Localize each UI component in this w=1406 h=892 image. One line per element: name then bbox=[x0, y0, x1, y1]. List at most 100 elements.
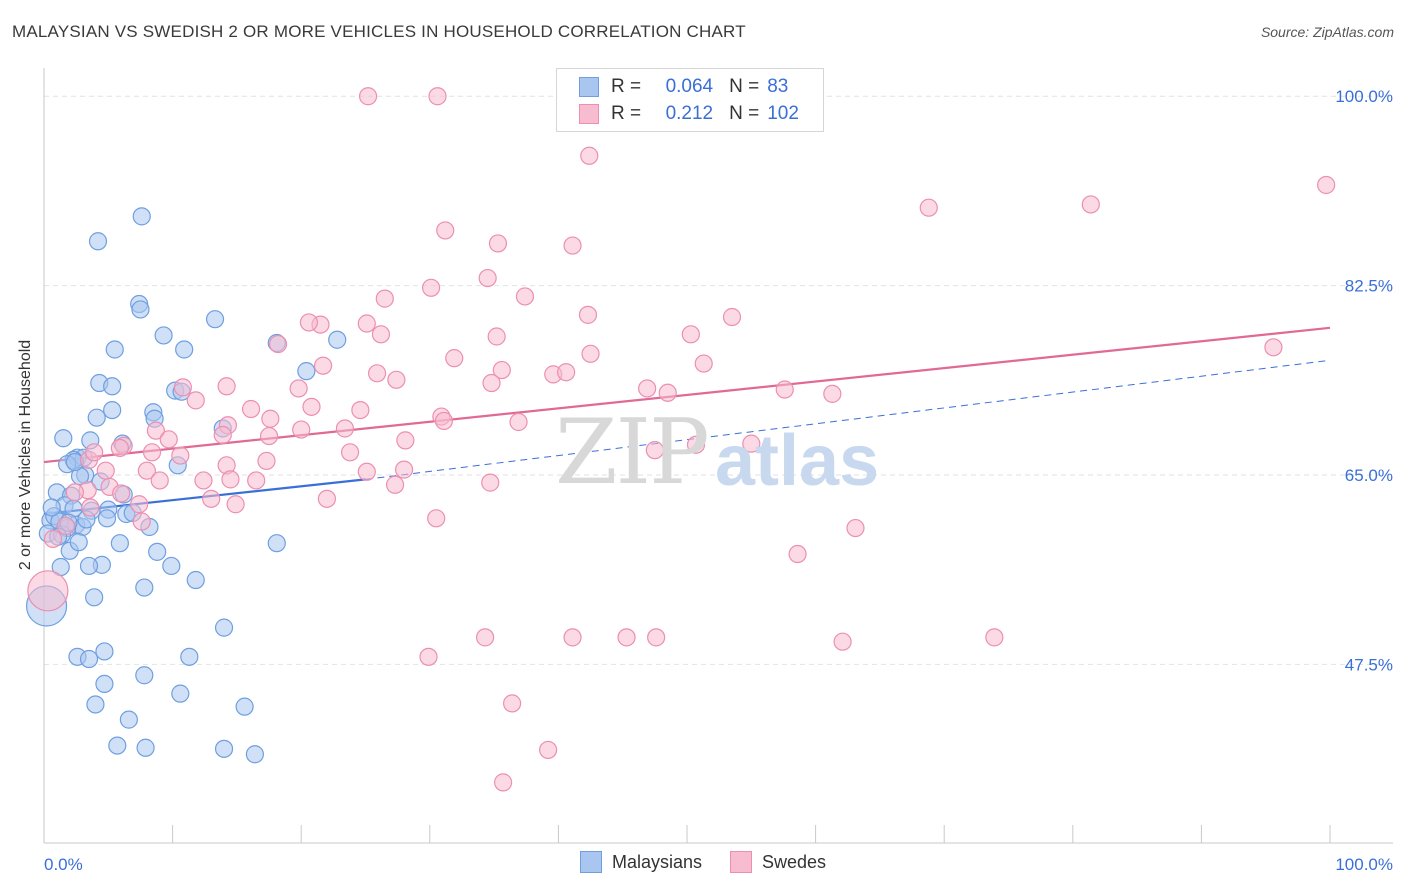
data-point-swedes bbox=[647, 628, 666, 647]
legend-row-malaysians: R = 0.064 N = 83 bbox=[579, 75, 788, 99]
data-point-malaysians bbox=[205, 310, 225, 329]
legend-item-malaysians[interactable]: Malaysians bbox=[579, 851, 702, 873]
data-point-malaysians bbox=[79, 649, 99, 669]
tick-labels: 47.5% 65.0% 82.5% 100.0% 0.0% 100.0% bbox=[44, 87, 1393, 874]
trendline-swedes bbox=[43, 326, 1331, 464]
data-point-swedes bbox=[1081, 195, 1100, 214]
data-point-swedes bbox=[487, 327, 506, 346]
data-point-malaysians bbox=[214, 739, 234, 758]
data-point-swedes bbox=[43, 529, 63, 548]
data-point-swedes bbox=[823, 384, 842, 403]
data-point-swedes bbox=[146, 421, 165, 440]
data-point-swedes bbox=[268, 334, 288, 354]
data-point-swedes bbox=[226, 495, 245, 514]
axes bbox=[43, 68, 1393, 844]
legend-item-swedes[interactable]: Swedes bbox=[730, 851, 826, 873]
data-point-swedes bbox=[299, 313, 319, 332]
data-point-swedes bbox=[775, 380, 794, 399]
data-point-swedes bbox=[112, 484, 131, 503]
data-point-swedes bbox=[515, 287, 535, 306]
data-point-malaysians bbox=[95, 642, 114, 661]
data-point-swedes bbox=[385, 475, 405, 494]
data-point-malaysians bbox=[103, 377, 122, 396]
data-point-malaysians bbox=[69, 533, 88, 552]
data-point-swedes bbox=[130, 495, 149, 514]
data-point-swedes bbox=[357, 462, 376, 481]
gridlines bbox=[44, 95, 1393, 665]
data-point-swedes bbox=[434, 411, 454, 431]
data-point-swedes bbox=[1264, 338, 1283, 357]
data-point-swedes bbox=[985, 628, 1004, 647]
data-point-swedes bbox=[494, 773, 513, 792]
data-point-swedes bbox=[503, 694, 522, 713]
trendline-malaysians-extended bbox=[365, 359, 1331, 480]
series-legend: Malaysians Swedes bbox=[0, 851, 1406, 873]
data-point-malaysians bbox=[131, 300, 150, 319]
y-axis-title: 2 or more Vehicles in Household bbox=[17, 339, 34, 571]
data-point-malaysians bbox=[132, 207, 151, 226]
data-point-swedes bbox=[335, 419, 355, 438]
data-point-malaysians bbox=[105, 340, 124, 359]
data-point-swedes bbox=[292, 420, 311, 439]
data-point-swedes bbox=[387, 370, 406, 389]
data-point-swedes bbox=[313, 356, 333, 375]
data-point-swedes bbox=[436, 221, 455, 240]
data-point-malaysians bbox=[79, 556, 99, 576]
data-point-swedes bbox=[509, 412, 528, 432]
data-point-malaysians bbox=[88, 232, 108, 251]
data-point-swedes bbox=[638, 379, 657, 398]
data-point-swedes bbox=[257, 451, 276, 471]
data-point-swedes bbox=[371, 325, 391, 344]
data-point-swedes bbox=[186, 391, 205, 410]
data-point-swedes bbox=[56, 516, 75, 535]
data-point-malaysians bbox=[136, 738, 155, 757]
chart-title: MALAYSIAN VS SWEDISH 2 OR MORE VEHICLES … bbox=[12, 22, 746, 41]
data-point-swedes bbox=[396, 431, 415, 450]
data-point-swedes bbox=[221, 470, 240, 489]
legend-r-label: R = bbox=[611, 76, 642, 97]
data-point-swedes bbox=[340, 443, 360, 462]
data-point-malaysians bbox=[186, 570, 205, 590]
data-point-swedes bbox=[658, 383, 677, 402]
data-point-malaysians bbox=[328, 330, 347, 349]
data-point-malaysians bbox=[87, 408, 106, 427]
data-point-swedes bbox=[419, 647, 438, 666]
y-tick-label: 82.5% bbox=[1345, 277, 1393, 296]
data-point-malaysians bbox=[171, 684, 190, 703]
data-point-swedes bbox=[686, 435, 706, 454]
legend-swatch-malaysians bbox=[579, 851, 602, 873]
data-point-swedes bbox=[259, 426, 279, 446]
data-point-malaysians bbox=[135, 666, 154, 685]
data-point-malaysians bbox=[108, 736, 127, 755]
data-points bbox=[25, 87, 1336, 792]
data-point-malaysians bbox=[214, 618, 234, 637]
data-point-swedes bbox=[394, 460, 414, 479]
legend-n-value: 102 bbox=[767, 103, 799, 124]
data-point-swedes bbox=[421, 278, 441, 297]
data-point-swedes bbox=[742, 434, 761, 453]
data-point-swedes bbox=[150, 471, 169, 490]
data-point-malaysians bbox=[95, 674, 114, 694]
data-point-swedes bbox=[645, 441, 664, 460]
data-point-swedes bbox=[563, 628, 582, 647]
data-point-swedes bbox=[110, 438, 129, 458]
data-point-malaysians bbox=[235, 697, 254, 716]
data-point-malaysians bbox=[162, 556, 181, 576]
legend-row-swedes: R = 0.212 N = 102 bbox=[579, 102, 799, 126]
data-point-swedes bbox=[482, 373, 501, 393]
data-point-malaysians bbox=[97, 509, 117, 528]
data-point-swedes bbox=[302, 397, 321, 416]
y-tick-label: 47.5% bbox=[1345, 655, 1393, 674]
data-point-swedes bbox=[357, 314, 376, 333]
data-point-swedes bbox=[132, 512, 151, 531]
legend-swatch-malaysians bbox=[579, 77, 599, 97]
legend-n-label: N = bbox=[729, 76, 760, 97]
data-point-swedes bbox=[81, 498, 100, 517]
data-point-swedes bbox=[289, 379, 308, 398]
data-point-swedes bbox=[202, 489, 221, 508]
data-point-swedes bbox=[722, 307, 742, 327]
data-point-swedes bbox=[358, 87, 378, 106]
data-point-swedes bbox=[581, 344, 600, 363]
data-point-swedes bbox=[788, 544, 807, 564]
